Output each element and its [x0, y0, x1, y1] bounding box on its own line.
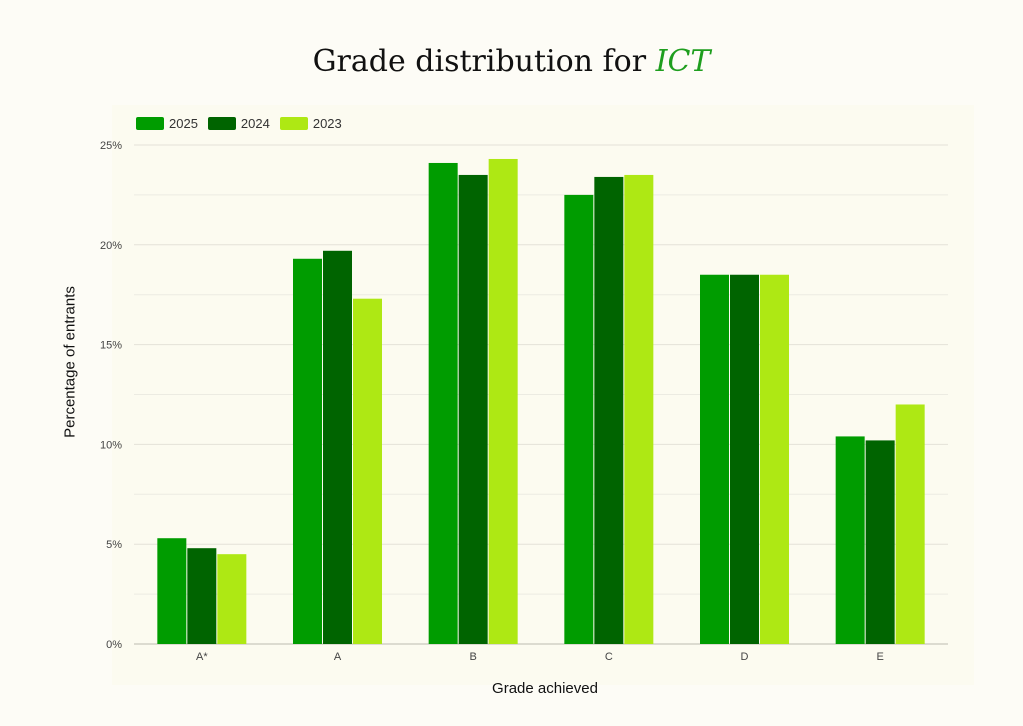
bar-2024-A*[interactable]: [187, 548, 217, 644]
bar-2023-A*[interactable]: [217, 554, 247, 644]
bar-2025-D[interactable]: [700, 274, 729, 644]
bar-2023-B[interactable]: [488, 158, 518, 645]
bar-2024-C[interactable]: [594, 176, 624, 644]
legend-item-2025[interactable]: 2025: [136, 116, 198, 131]
bar-2024-E[interactable]: [865, 440, 895, 644]
bar-2024-B[interactable]: [458, 174, 488, 644]
bar-2023-A[interactable]: [353, 298, 382, 644]
bar-2025-A*[interactable]: [157, 538, 187, 644]
legend-label-2023: 2023: [312, 116, 342, 131]
bar-2025-E[interactable]: [835, 436, 865, 644]
legend-swatch-2024: [207, 117, 236, 130]
bar-2024-D[interactable]: [730, 274, 759, 644]
bar-2023-C[interactable]: [624, 174, 654, 644]
legend: 2025 2024 2023: [136, 116, 342, 131]
legend-item-2023[interactable]: 2023: [279, 116, 342, 131]
y-tick-label: 25%: [100, 140, 122, 152]
y-tick-label: 15%: [100, 340, 122, 352]
legend-swatch-2023: [279, 117, 308, 130]
y-axis-label: Percentage of entrants: [61, 286, 79, 438]
y-tick-label: 10%: [100, 439, 122, 451]
chart-title-prefix: Grade distribution for: [312, 44, 656, 79]
y-tick-label: 0%: [106, 639, 122, 651]
bar-2023-D[interactable]: [760, 274, 789, 644]
chart-title-subject: ICT: [655, 44, 711, 79]
bar-2023-E[interactable]: [895, 404, 925, 644]
legend-item-2024[interactable]: 2024: [207, 116, 270, 131]
chart-title: Grade distribution for ICT: [0, 44, 1023, 79]
bar-2025-C[interactable]: [564, 194, 594, 644]
legend-label-2025: 2025: [169, 116, 198, 131]
x-tick-label: A: [334, 651, 342, 663]
legend-label-2024: 2024: [240, 116, 270, 131]
x-axis-label: Grade achieved: [492, 680, 598, 697]
x-tick-label: C: [605, 651, 613, 663]
y-tick-label: 5%: [106, 539, 122, 551]
x-tick-label: A*: [196, 651, 208, 663]
x-tick-label: B: [469, 651, 476, 663]
bar-2024-A[interactable]: [323, 250, 352, 644]
x-tick-label: E: [876, 651, 883, 663]
y-tick-label: 20%: [100, 240, 122, 252]
legend-swatch-2025: [136, 117, 164, 130]
bar-2025-A[interactable]: [293, 258, 322, 644]
bar-2025-B[interactable]: [428, 162, 458, 645]
x-tick-label: D: [741, 651, 749, 663]
